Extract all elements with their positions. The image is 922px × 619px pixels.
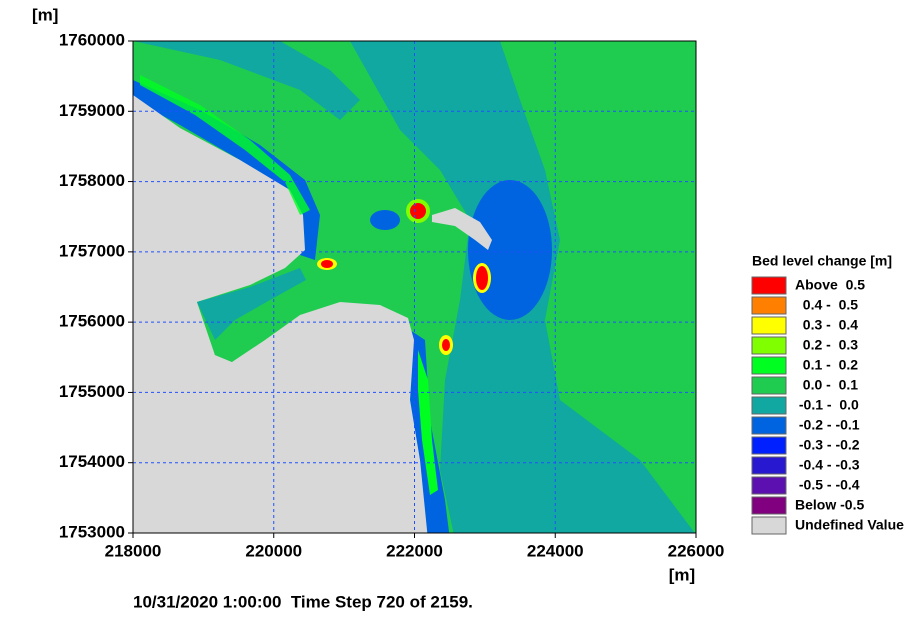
legend-swatch [751, 476, 787, 495]
legend-swatch [751, 396, 787, 415]
accretion-peak [410, 203, 426, 219]
x-tick-label: 226000 [668, 541, 725, 560]
x-tick-label: 220000 [245, 541, 302, 560]
y-axis-unit: [m] [32, 5, 58, 24]
y-tick-label: 1756000 [59, 312, 125, 331]
accretion-peak [442, 339, 450, 351]
legend-label: 0.4 - 0.5 [795, 297, 858, 313]
legend-label: -0.3 - -0.2 [795, 437, 860, 453]
legend-label: -0.4 - -0.3 [795, 457, 860, 473]
legend-swatch [751, 376, 787, 395]
footer: 10/31/2020 1:00:00 Time Step 720 of 2159… [133, 592, 473, 611]
legend-swatch [751, 456, 787, 475]
x-tick-label: 222000 [386, 541, 443, 560]
legend-label: 0.0 - 0.1 [795, 377, 858, 393]
legend-label: Below -0.5 [795, 497, 864, 513]
blue-zone [370, 210, 400, 230]
accretion [140, 75, 310, 215]
accretion-peak [321, 260, 333, 268]
x-axis-unit: [m] [669, 565, 695, 584]
legend-label: -0.5 - -0.4 [795, 477, 860, 493]
x-tick-label: 224000 [527, 541, 584, 560]
legend-label: Above 0.5 [795, 277, 865, 293]
teal-zone [133, 41, 360, 120]
y-tick-label: 1759000 [59, 101, 125, 120]
legend-label: -0.2 - -0.1 [795, 417, 860, 433]
legend-label: 0.3 - 0.4 [795, 317, 858, 333]
y-tick-label: 1758000 [59, 171, 125, 190]
legend-swatch [751, 496, 787, 515]
legend-label: -0.1 - 0.0 [795, 397, 859, 413]
legend-swatch [751, 296, 787, 315]
legend-swatch [751, 516, 787, 535]
y-tick-label: 1755000 [59, 382, 125, 401]
legend-swatch [751, 436, 787, 455]
legend-label: 0.1 - 0.2 [795, 357, 858, 373]
land [133, 95, 428, 533]
legend-swatch [751, 356, 787, 375]
legend-label: Undefined Value [795, 517, 904, 533]
y-tick-label: 1760000 [59, 30, 125, 49]
legend-swatch [751, 276, 787, 295]
legend-swatch [751, 416, 787, 435]
island [432, 208, 492, 250]
legend-title: Bed level change [m] [752, 253, 892, 269]
legend: Above 0.5 0.4 - 0.5 0.3 - 0.4 0.2 - 0.3 … [751, 276, 904, 535]
x-tick-label: 218000 [105, 541, 162, 560]
y-tick-label: 1754000 [59, 452, 125, 471]
map-field [133, 41, 696, 533]
accretion-peak [476, 266, 488, 290]
y-tick-label: 1757000 [59, 241, 125, 260]
accretion [418, 350, 438, 495]
legend-label: 0.2 - 0.3 [795, 337, 858, 353]
blue-zone [468, 180, 552, 320]
legend-swatch [751, 316, 787, 335]
y-tick-label: 1753000 [59, 522, 125, 541]
legend-swatch [751, 336, 787, 355]
